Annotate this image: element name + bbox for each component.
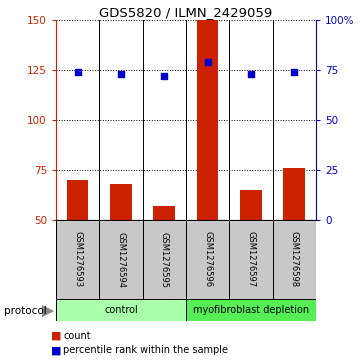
Bar [143,220,186,299]
Title: GDS5820 / ILMN_2429059: GDS5820 / ILMN_2429059 [99,6,273,19]
Bar [110,184,132,220]
Text: GSM1276594: GSM1276594 [117,232,125,287]
Point [161,73,167,79]
Bar [56,220,99,299]
Bar [186,299,316,321]
Bar [229,220,273,299]
Bar [99,220,143,299]
Text: GSM1276593: GSM1276593 [73,232,82,287]
Text: ■: ■ [51,345,61,355]
Bar [273,220,316,299]
Point [75,69,81,75]
Bar [56,299,186,321]
Text: myofibroblast depletion: myofibroblast depletion [193,305,309,315]
Text: GSM1276598: GSM1276598 [290,232,299,287]
Bar [240,189,262,220]
Bar [186,220,229,299]
Text: GSM1276597: GSM1276597 [247,232,255,287]
Text: GSM1276595: GSM1276595 [160,232,169,287]
Text: percentile rank within the sample: percentile rank within the sample [63,345,228,355]
Bar [67,180,88,220]
Polygon shape [42,305,54,317]
Text: ■: ■ [51,331,61,341]
Text: GSM1276596: GSM1276596 [203,232,212,287]
Text: count: count [63,331,91,341]
Bar [197,20,218,220]
Text: protocol: protocol [4,306,46,316]
Point [118,71,124,77]
Point [205,59,210,65]
Point [291,69,297,75]
Bar [283,168,305,220]
Bar [153,205,175,220]
Text: control: control [104,305,138,315]
Point [248,71,254,77]
